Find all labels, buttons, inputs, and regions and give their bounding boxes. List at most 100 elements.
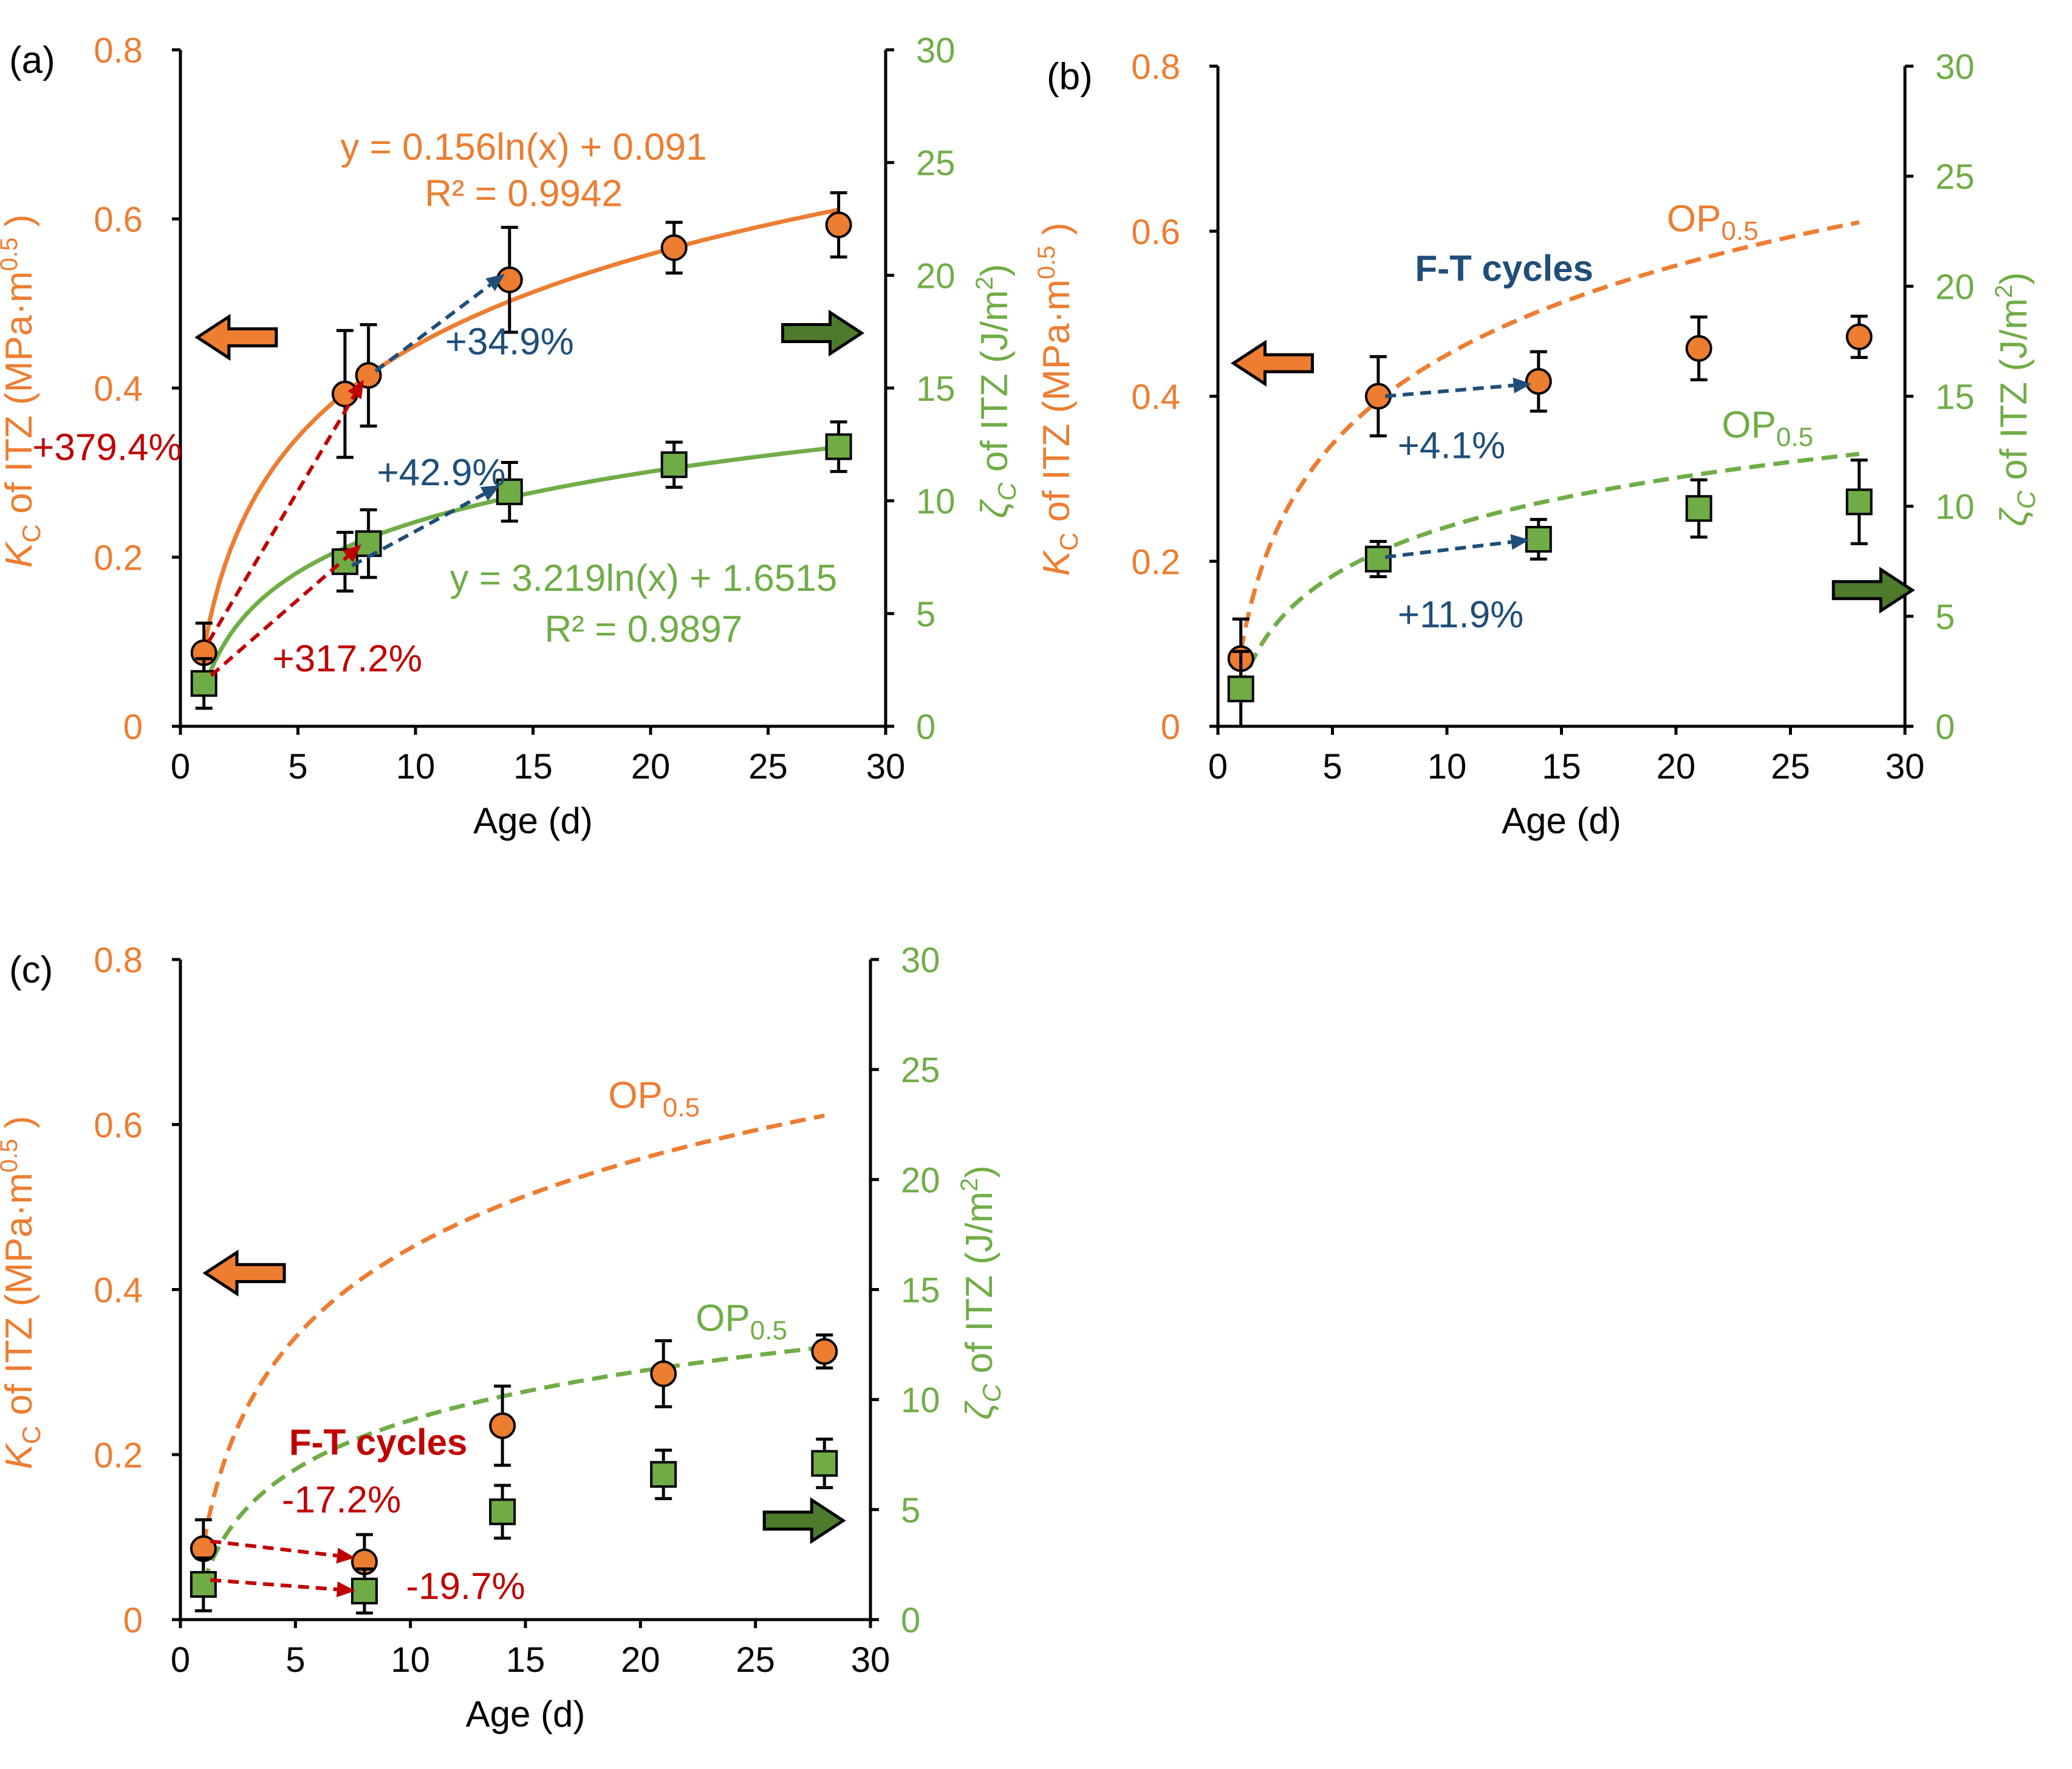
change-arrow-line xyxy=(210,555,349,677)
y-left-tick-label: 0.2 xyxy=(94,1436,143,1475)
op05-label: OP0.5 xyxy=(696,1297,787,1345)
y-left-tick-label: 0.4 xyxy=(94,369,143,409)
y-left-tick-label: 0.6 xyxy=(94,1106,143,1145)
zeta-data-point xyxy=(1525,526,1552,553)
op05-reference-curve xyxy=(1239,220,1860,652)
y-right-tick-label: 10 xyxy=(901,1381,940,1420)
annotation-text: +11.9% xyxy=(1398,594,1523,636)
x-tick-label: 15 xyxy=(506,1640,545,1680)
annotation-text: +317.2% xyxy=(273,638,423,680)
y-left-axis-title: KC of ITZ (MPa·m0.5 ) xyxy=(1033,223,1083,576)
x-tick-label: 30 xyxy=(851,1640,891,1680)
change-arrow-head xyxy=(485,274,505,291)
y-left-tick-label: 0.4 xyxy=(1131,378,1180,417)
x-axis-title: Age (d) xyxy=(1502,800,1621,841)
x-tick-label: 10 xyxy=(391,1640,430,1680)
annotation-text: -17.2% xyxy=(282,1479,401,1521)
op05-label: OP0.5 xyxy=(608,1075,700,1123)
y-right-tick-label: 5 xyxy=(1935,598,1955,637)
zeta-data-point xyxy=(496,478,523,505)
right-axis-indicator-arrow xyxy=(1831,567,1915,614)
x-tick-label: 0 xyxy=(171,747,190,786)
y-left-tick-label: 0.8 xyxy=(94,941,143,980)
y-right-tick-label: 0 xyxy=(1935,707,1955,747)
change-arrow-head xyxy=(1513,377,1532,394)
kc-data-point xyxy=(489,1412,516,1439)
change-arrow-line xyxy=(374,283,491,373)
y-right-tick-label: 15 xyxy=(901,1271,940,1311)
zeta-data-point xyxy=(1685,495,1712,522)
y-right-tick-label: 10 xyxy=(916,482,956,522)
kc-data-point xyxy=(825,211,852,239)
x-tick-label: 20 xyxy=(631,747,671,786)
x-tick-label: 10 xyxy=(1427,747,1467,786)
left-axis-indicator-arrow xyxy=(202,1249,286,1297)
zeta-data-point xyxy=(489,1498,516,1525)
x-tick-label: 0 xyxy=(1208,747,1228,786)
y-right-tick-label: 0 xyxy=(901,1601,920,1640)
y-left-tick-label: 0.4 xyxy=(94,1271,143,1311)
annotation-text: R² = 0.9942 xyxy=(425,173,623,215)
annotation-text: +4.1% xyxy=(1398,424,1506,466)
zeta-data-point xyxy=(660,451,688,479)
right-axis-indicator-arrow xyxy=(781,309,865,357)
y-right-tick-label: 0 xyxy=(916,707,935,747)
change-arrow-line xyxy=(351,492,485,568)
change-arrow-line xyxy=(207,394,357,643)
y-right-axis-title: ζC of ITZ (J/m2) xyxy=(956,1165,1006,1420)
y-right-tick-label: 25 xyxy=(916,144,956,183)
y-left-tick-label: 0 xyxy=(1161,707,1180,747)
annotation-text: +379.4% xyxy=(32,426,182,468)
x-tick-label: 30 xyxy=(866,747,906,786)
kc-data-point xyxy=(650,1360,677,1388)
annotation-text: y = 0.156ln(x) + 0.091 xyxy=(340,126,706,168)
panel-c: 0 5 10 15 20 25 30 0 0.2 0.4 0.6 0.8 0 5 10 15 20 25 30 Age… xyxy=(0,941,1006,1734)
x-axis-title: Age (d) xyxy=(466,1694,586,1734)
x-tick-label: 15 xyxy=(1542,747,1581,786)
change-arrow-head xyxy=(342,544,361,563)
kc-data-point xyxy=(1845,323,1873,350)
annotation-text: -19.7% xyxy=(406,1566,525,1607)
y-right-tick-label: 15 xyxy=(916,369,956,409)
y-left-tick-label: 0 xyxy=(123,1601,143,1640)
kc-data-point xyxy=(811,1338,838,1365)
y-right-tick-label: 20 xyxy=(901,1161,940,1200)
left-axis-indicator-arrow xyxy=(1230,339,1314,387)
change-arrow-line xyxy=(1384,540,1512,559)
annotation-text: F-T cycles xyxy=(289,1422,467,1462)
left-axis-indicator-arrow xyxy=(194,313,278,361)
zeta-data-point xyxy=(811,1450,838,1477)
y-left-tick-label: 0.2 xyxy=(94,539,143,578)
y-left-axis-title: KC of ITZ (MPa·m0.5 ) xyxy=(0,1116,46,1470)
change-arrow-head xyxy=(480,485,501,501)
x-tick-label: 10 xyxy=(396,747,436,786)
annotation-text: +42.9% xyxy=(377,452,506,494)
x-tick-label: 20 xyxy=(621,1640,660,1680)
kc-data-point xyxy=(660,234,688,261)
change-arrow-line xyxy=(210,1578,338,1592)
y-right-tick-label: 30 xyxy=(1935,47,1975,87)
y-left-tick-label: 0.6 xyxy=(94,200,143,240)
x-tick-label: 0 xyxy=(171,1640,190,1680)
y-left-tick-label: 0.6 xyxy=(1131,213,1180,252)
y-right-tick-label: 30 xyxy=(901,941,940,980)
annotation-text: +34.9% xyxy=(445,321,574,363)
y-right-axis-title: ζC of ITZ (J/m2) xyxy=(971,264,1021,519)
zeta-data-point xyxy=(1227,675,1254,703)
x-tick-label: 20 xyxy=(1657,747,1696,786)
zeta-data-point xyxy=(825,433,852,460)
y-right-axis-title: ζC of ITZ (J/m2) xyxy=(1991,272,2040,527)
y-right-tick-label: 30 xyxy=(916,31,956,70)
x-tick-label: 30 xyxy=(1886,747,1925,786)
kc-data-point xyxy=(1525,368,1552,395)
y-right-tick-label: 25 xyxy=(901,1051,940,1090)
x-tick-label: 25 xyxy=(748,747,788,786)
change-arrow-head xyxy=(347,380,364,400)
y-right-tick-label: 25 xyxy=(1935,157,1975,197)
y-right-tick-label: 10 xyxy=(1935,488,1975,527)
x-axis-title: Age (d) xyxy=(473,800,593,841)
right-axis-indicator-arrow xyxy=(762,1497,846,1544)
annotation-text: F-T cycles xyxy=(1415,248,1593,288)
annotation-text: y = 3.219ln(x) + 1.6515 xyxy=(450,557,838,599)
